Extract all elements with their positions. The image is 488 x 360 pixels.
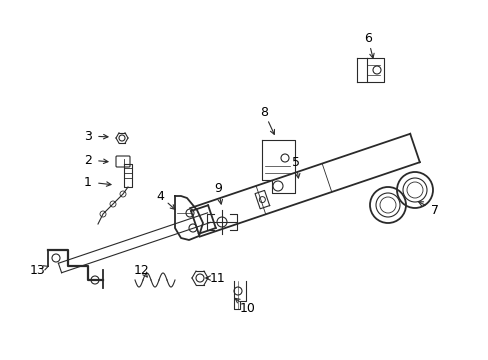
- Text: 5: 5: [291, 156, 299, 168]
- Text: 7: 7: [430, 203, 438, 216]
- Text: 6: 6: [364, 31, 371, 45]
- Text: 4: 4: [156, 189, 163, 202]
- Text: 3: 3: [84, 130, 92, 143]
- Text: 8: 8: [260, 105, 267, 118]
- Text: 10: 10: [240, 302, 255, 315]
- Text: 13: 13: [30, 264, 46, 276]
- Text: 11: 11: [210, 271, 225, 284]
- Text: 9: 9: [214, 181, 222, 194]
- Text: 1: 1: [84, 175, 92, 189]
- Text: 2: 2: [84, 153, 92, 166]
- Text: 12: 12: [134, 264, 149, 276]
